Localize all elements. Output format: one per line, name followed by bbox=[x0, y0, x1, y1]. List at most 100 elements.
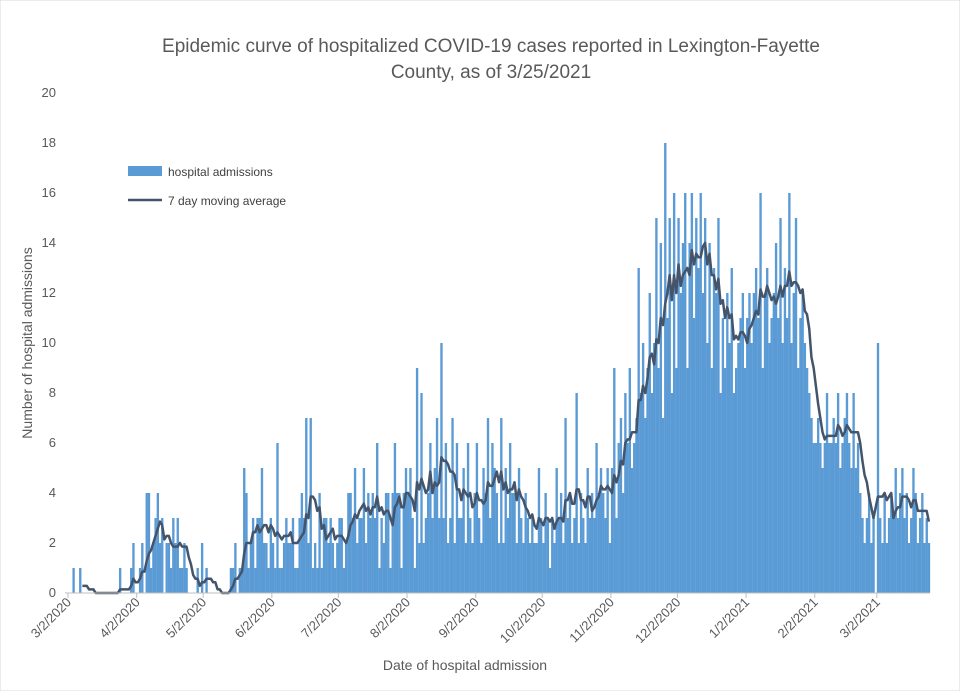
admission-bar bbox=[675, 368, 678, 593]
admission-bar bbox=[118, 568, 122, 593]
admission-bar bbox=[839, 468, 842, 593]
admission-bar bbox=[896, 518, 900, 593]
admission-bar bbox=[688, 243, 691, 593]
admission-bar bbox=[597, 493, 600, 593]
admission-bar bbox=[367, 493, 370, 593]
admission-bar bbox=[158, 543, 162, 593]
admission-bar bbox=[395, 493, 399, 593]
bar-series bbox=[72, 143, 931, 593]
admission-bar bbox=[285, 518, 288, 593]
admission-bar bbox=[794, 218, 798, 593]
admission-bar bbox=[768, 343, 771, 593]
admission-bar bbox=[229, 568, 233, 593]
admission-bar bbox=[302, 518, 306, 593]
y-tick-label: 16 bbox=[42, 185, 56, 200]
admission-bar bbox=[500, 418, 503, 593]
admission-bar bbox=[799, 318, 802, 593]
admission-bar bbox=[892, 518, 895, 593]
admission-bar bbox=[413, 568, 417, 593]
admission-bar bbox=[836, 393, 840, 593]
admission-bar bbox=[429, 443, 432, 593]
admission-bar bbox=[783, 268, 787, 593]
admission-bar bbox=[531, 518, 534, 593]
admission-bar bbox=[274, 568, 277, 593]
admission-bar bbox=[593, 518, 596, 593]
admission-bar bbox=[905, 493, 908, 593]
admission-bar bbox=[801, 293, 804, 593]
admission-bar bbox=[407, 493, 410, 593]
admission-bar bbox=[251, 518, 255, 593]
admission-bar bbox=[927, 543, 931, 593]
admission-bar bbox=[655, 218, 658, 593]
admission-bar bbox=[338, 518, 341, 593]
admission-bar bbox=[788, 193, 791, 593]
admission-bar bbox=[296, 568, 299, 593]
admission-bar bbox=[644, 418, 647, 593]
admission-bar bbox=[548, 568, 552, 593]
admission-bar bbox=[471, 543, 474, 593]
admission-bar bbox=[828, 443, 831, 593]
admission-bar bbox=[400, 568, 403, 593]
admission-bar bbox=[351, 518, 355, 593]
admission-bar bbox=[240, 568, 244, 593]
admission-bar bbox=[921, 493, 924, 593]
admission-bar bbox=[356, 543, 359, 593]
admission-bar bbox=[797, 368, 800, 593]
admission-bar bbox=[444, 443, 448, 593]
admission-bar bbox=[666, 318, 669, 593]
admission-bar bbox=[599, 468, 603, 593]
admission-bar bbox=[852, 393, 855, 593]
admission-bar bbox=[657, 368, 660, 593]
admission-bar bbox=[520, 518, 523, 593]
admission-bar bbox=[373, 518, 377, 593]
admission-bar bbox=[628, 368, 631, 593]
admission-bar bbox=[511, 493, 514, 593]
admission-bar bbox=[887, 518, 891, 593]
admission-bar bbox=[469, 518, 472, 593]
admission-bar bbox=[141, 543, 144, 593]
admission-bar bbox=[721, 318, 725, 593]
admission-bar bbox=[854, 468, 858, 593]
admission-bar bbox=[695, 218, 698, 593]
admission-bar bbox=[473, 493, 476, 593]
admission-bar bbox=[504, 468, 507, 593]
admission-bar bbox=[311, 568, 315, 593]
admission-bar bbox=[178, 568, 182, 593]
admission-bar bbox=[524, 493, 527, 593]
admission-bar bbox=[863, 543, 866, 593]
admission-bar bbox=[537, 468, 541, 593]
admission-bar bbox=[690, 193, 694, 593]
admission-bar bbox=[668, 218, 671, 593]
admission-bar bbox=[568, 493, 572, 593]
admission-bar bbox=[424, 518, 428, 593]
admission-bar bbox=[300, 493, 304, 593]
admission-bar bbox=[147, 493, 151, 593]
admission-bar bbox=[316, 568, 319, 593]
admission-bar bbox=[641, 343, 645, 593]
admission-bar bbox=[743, 368, 747, 593]
admission-bar bbox=[287, 543, 290, 593]
admission-bar bbox=[493, 468, 496, 593]
admission-bar bbox=[677, 218, 680, 593]
admission-bar bbox=[200, 543, 204, 593]
admission-bar bbox=[746, 318, 749, 593]
admission-bar bbox=[867, 493, 871, 593]
admission-bar bbox=[706, 343, 709, 593]
admission-bar bbox=[353, 468, 357, 593]
admission-bar bbox=[719, 393, 722, 593]
admission-bar bbox=[422, 543, 425, 593]
admission-bar bbox=[555, 468, 558, 593]
admission-bar bbox=[819, 443, 822, 593]
admission-bar bbox=[289, 543, 292, 593]
admission-bar bbox=[562, 543, 565, 593]
admission-bar bbox=[539, 518, 543, 593]
admission-bar bbox=[918, 518, 922, 593]
admission-bar bbox=[659, 243, 663, 593]
admission-bar bbox=[508, 443, 512, 593]
admission-bar bbox=[477, 518, 481, 593]
admission-bar bbox=[458, 518, 461, 593]
admission-bar bbox=[610, 468, 614, 593]
admission-bar bbox=[805, 368, 809, 593]
y-tick-label: 14 bbox=[42, 235, 56, 250]
admission-bar bbox=[903, 518, 906, 593]
